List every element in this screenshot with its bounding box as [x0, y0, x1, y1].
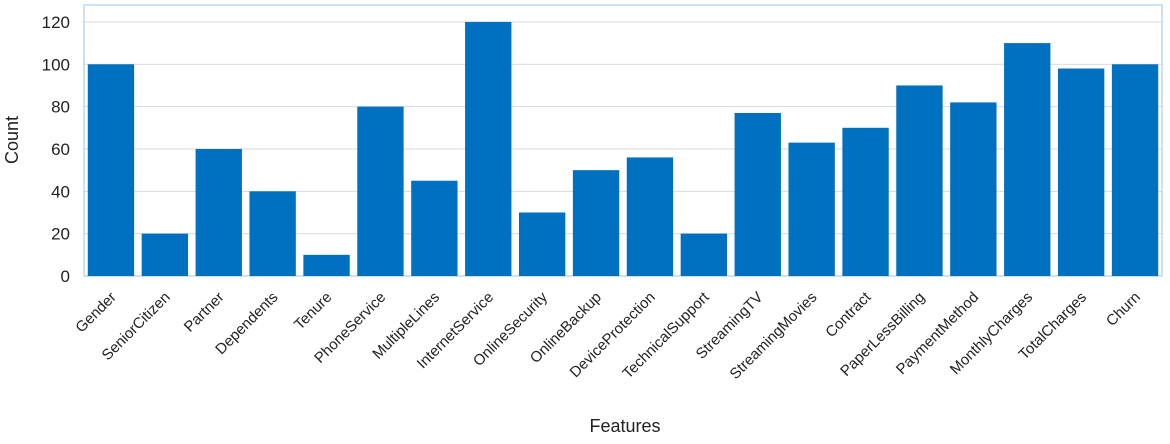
bar — [734, 112, 781, 276]
bar — [1111, 64, 1159, 276]
y-tick-label: 100 — [42, 55, 70, 74]
x-tick-label: Contract — [822, 288, 875, 341]
x-tick-label: Gender — [72, 289, 119, 336]
bar — [141, 233, 189, 276]
bar — [626, 157, 674, 276]
y-tick-label: 60 — [51, 140, 70, 159]
bar — [1057, 68, 1105, 276]
bar — [572, 170, 620, 276]
bar — [195, 148, 242, 276]
bar — [87, 64, 135, 276]
x-tick-label: Churn — [1103, 289, 1144, 330]
y-tick-label: 120 — [42, 13, 70, 32]
bar — [788, 142, 835, 276]
bar — [842, 127, 889, 276]
bar — [357, 106, 404, 276]
bar — [303, 254, 350, 276]
x-axis-label: Features — [589, 416, 660, 436]
bar — [1004, 43, 1051, 276]
x-tick-label: Partner — [181, 289, 228, 336]
y-tick-label: 40 — [51, 182, 70, 201]
y-axis-label: Count — [2, 116, 22, 164]
bar — [465, 21, 512, 276]
bar — [950, 102, 997, 276]
bar — [518, 212, 566, 276]
y-tick-label: 20 — [51, 225, 70, 244]
plot-frame — [83, 4, 1163, 277]
x-tick-label: Tenure — [291, 289, 335, 333]
bar — [411, 180, 458, 276]
bar — [896, 85, 943, 276]
y-tick-label: 80 — [51, 98, 70, 117]
bar — [249, 191, 296, 276]
bar — [680, 233, 728, 276]
y-tick-label: 0 — [61, 267, 70, 286]
